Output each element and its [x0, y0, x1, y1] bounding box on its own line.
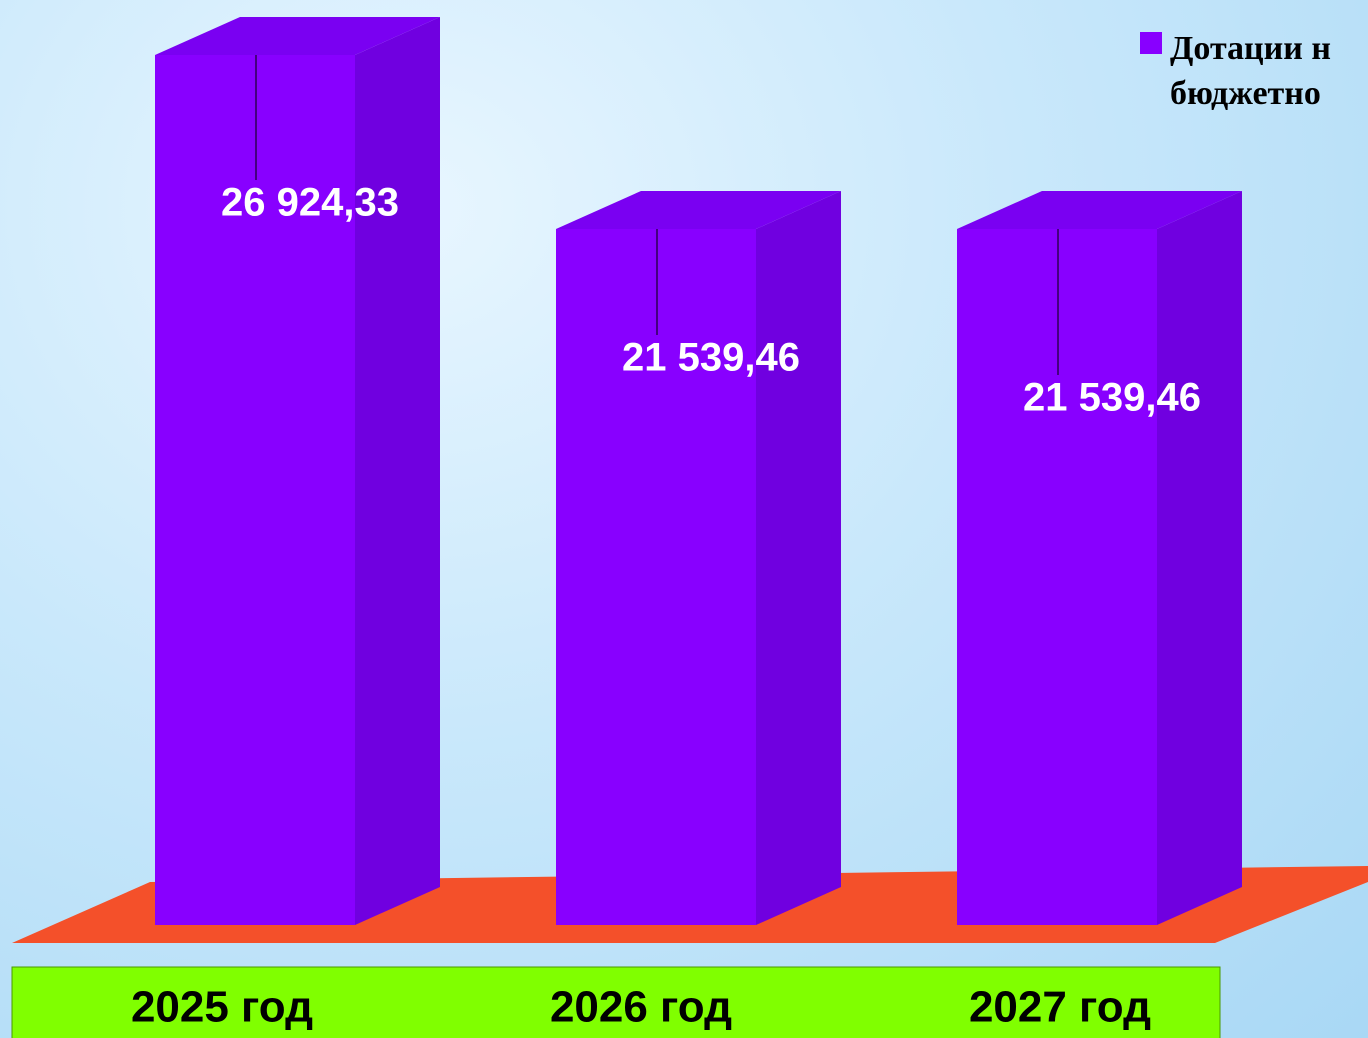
value-label: 21 539,46	[622, 336, 800, 380]
bar-top	[155, 17, 440, 55]
bar-top	[957, 191, 1242, 230]
x-tick-label: 2025 год	[131, 983, 313, 1032]
bar	[957, 229, 1157, 925]
x-tick-label: 2027 год	[969, 983, 1151, 1032]
legend-swatch	[1140, 32, 1162, 54]
value-label: 26 924,33	[221, 181, 399, 225]
legend-label: Дотации н бюджетно	[1170, 30, 1331, 112]
legend: Дотации н бюджетно	[1140, 26, 1368, 116]
bar	[556, 229, 756, 925]
bar-side	[355, 17, 440, 925]
category-band	[11, 966, 1221, 1038]
x-tick-label: 2026 год	[550, 983, 732, 1032]
value-label: 21 539,46	[1023, 376, 1201, 420]
bar-side	[756, 191, 841, 925]
bar-side	[1157, 191, 1242, 925]
bar-top	[556, 191, 841, 230]
bar	[155, 55, 355, 925]
